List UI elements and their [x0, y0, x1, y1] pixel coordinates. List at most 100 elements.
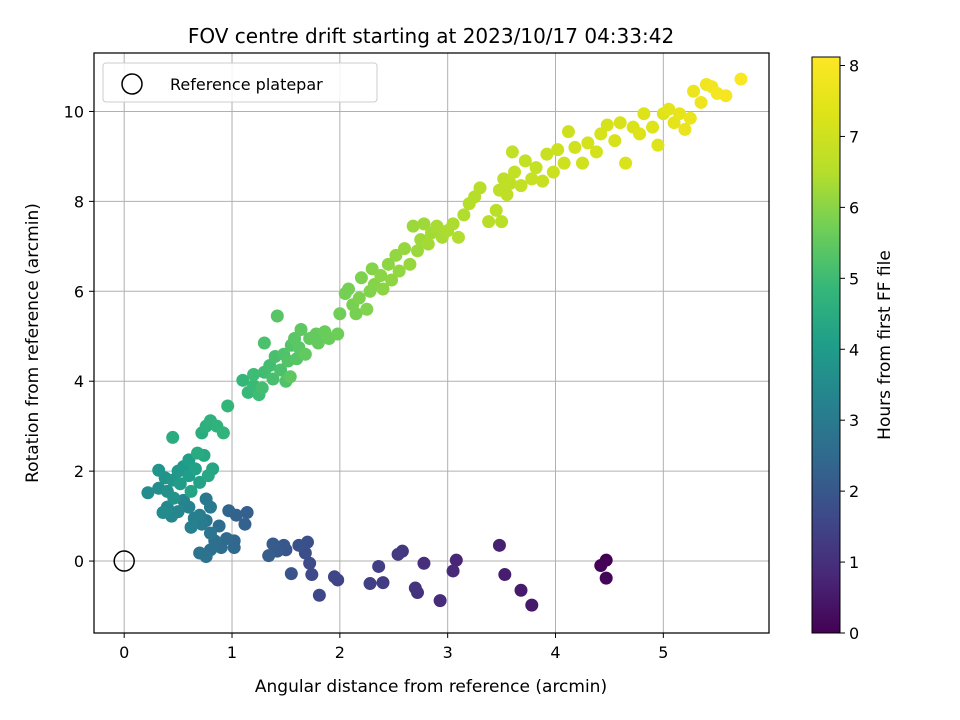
data-point [683, 111, 697, 125]
data-point [518, 154, 532, 168]
data-point [694, 95, 708, 109]
data-point [294, 323, 308, 337]
y-tick-label: 2 [74, 462, 84, 481]
data-points [141, 72, 748, 612]
data-point [203, 526, 217, 540]
legend: Reference platepar [102, 62, 378, 103]
data-point [167, 491, 181, 505]
data-point [311, 336, 325, 350]
y-tick-label: 8 [74, 192, 84, 211]
data-point [381, 257, 395, 271]
reference-platepar-marker [113, 550, 135, 572]
data-point [305, 568, 319, 582]
data-point [529, 161, 543, 175]
data-point [557, 156, 571, 170]
grid-lines [94, 53, 769, 633]
data-point [678, 122, 692, 136]
data-point [581, 136, 595, 150]
data-point [646, 120, 660, 134]
data-point [451, 230, 465, 244]
data-point [433, 594, 447, 608]
colorbar-gradient [811, 56, 841, 634]
data-point [363, 577, 377, 591]
x-tick-label: 1 [227, 643, 237, 662]
y-tick-label: 4 [74, 372, 84, 391]
data-point [457, 208, 471, 222]
data-point [594, 559, 608, 573]
data-point [141, 486, 155, 500]
data-point [673, 107, 687, 121]
x-tick-label: 4 [550, 643, 560, 662]
data-point [349, 307, 363, 321]
data-point [619, 156, 633, 170]
colorbar-tick-label: 3 [849, 411, 859, 430]
data-point [403, 257, 417, 271]
data-point [633, 127, 647, 141]
data-point [193, 546, 207, 560]
data-point [734, 72, 748, 86]
data-point [430, 219, 444, 233]
data-point [247, 367, 261, 381]
data-point [156, 506, 170, 520]
data-point [298, 347, 312, 361]
data-point [284, 567, 298, 581]
data-point [173, 477, 187, 491]
colorbar-tick-label: 1 [849, 553, 859, 572]
x-tick-label: 3 [443, 643, 453, 662]
data-point [184, 484, 198, 498]
data-point [327, 570, 341, 584]
plot-frame [93, 52, 770, 634]
legend-open-circle-icon [121, 73, 143, 95]
data-point [594, 127, 608, 141]
data-point [446, 564, 460, 578]
data-point [599, 571, 613, 585]
data-point [376, 282, 390, 296]
legend-label: Reference platepar [170, 75, 323, 94]
colorbar-label: Hours from first FF file [875, 250, 895, 440]
data-point [613, 116, 627, 130]
data-point [637, 107, 651, 121]
data-point [212, 519, 226, 533]
data-point [446, 217, 460, 231]
data-point [240, 506, 254, 520]
data-point [227, 541, 241, 555]
data-point [492, 538, 506, 552]
data-point [473, 181, 487, 195]
colorbar-ticks: 0 1 2 3 4 5 6 7 8 [840, 57, 859, 643]
data-point [385, 273, 399, 287]
data-point [421, 237, 435, 251]
x-tick-label: 0 [119, 643, 129, 662]
data-point [408, 581, 422, 595]
data-point [352, 291, 366, 305]
data-point [376, 576, 390, 590]
data-point [257, 336, 271, 350]
data-point [498, 568, 512, 582]
data-point [568, 140, 582, 154]
y-tick-label: 0 [74, 552, 84, 571]
colorbar-tick-label: 4 [849, 340, 859, 359]
x-axis-ticks: 0 1 2 3 4 5 [119, 633, 668, 662]
data-point [360, 302, 374, 316]
data-point [152, 463, 166, 477]
data-point [283, 370, 297, 384]
data-point [331, 327, 345, 341]
colorbar: 0 1 2 3 4 5 6 7 8 Hours from first FF file [811, 56, 895, 643]
data-point [575, 156, 589, 170]
data-point [417, 217, 431, 231]
data-point [274, 363, 288, 377]
data-point [651, 138, 665, 152]
data-point [489, 203, 503, 217]
data-point [525, 172, 539, 186]
data-point [188, 462, 202, 476]
data-point [500, 188, 514, 202]
data-point [354, 271, 368, 285]
data-point [495, 215, 509, 229]
data-point [719, 89, 733, 103]
data-point [266, 537, 280, 551]
colorbar-tick-label: 8 [849, 57, 859, 76]
x-axis-label: Angular distance from reference (arcmin) [255, 677, 607, 697]
x-tick-label: 2 [335, 643, 345, 662]
y-tick-label: 6 [74, 282, 84, 301]
data-point [203, 500, 217, 514]
data-point [589, 145, 603, 159]
